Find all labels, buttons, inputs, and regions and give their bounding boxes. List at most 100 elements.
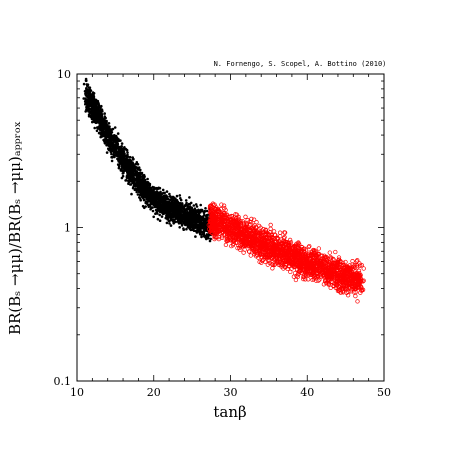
data-point bbox=[155, 193, 159, 196]
data-point bbox=[91, 109, 94, 113]
data-point bbox=[349, 281, 354, 286]
data-point bbox=[174, 217, 178, 220]
data-point bbox=[291, 253, 296, 258]
data-point bbox=[218, 231, 223, 236]
data-point bbox=[271, 247, 276, 252]
data-point bbox=[138, 176, 141, 179]
data-point bbox=[200, 233, 203, 236]
data-point bbox=[140, 192, 143, 195]
data-point bbox=[292, 260, 298, 265]
data-point bbox=[211, 217, 216, 222]
data-point bbox=[338, 287, 343, 292]
data-point bbox=[154, 187, 157, 190]
data-point bbox=[147, 198, 151, 202]
data-point bbox=[91, 117, 95, 120]
data-point bbox=[185, 203, 189, 207]
data-point bbox=[87, 113, 91, 117]
data-point bbox=[171, 215, 175, 218]
data-point bbox=[259, 241, 264, 247]
data-point bbox=[134, 179, 137, 182]
data-point bbox=[127, 168, 131, 172]
data-point bbox=[162, 212, 165, 215]
data-point bbox=[274, 244, 279, 249]
data-point bbox=[218, 222, 223, 227]
data-point bbox=[332, 281, 337, 286]
data-point bbox=[347, 282, 352, 287]
data-point bbox=[282, 248, 287, 253]
data-point bbox=[117, 138, 120, 141]
data-point bbox=[210, 208, 215, 213]
data-point bbox=[296, 255, 301, 260]
data-point bbox=[151, 209, 155, 213]
data-point bbox=[185, 222, 188, 226]
data-point bbox=[174, 220, 177, 224]
data-point bbox=[129, 164, 133, 167]
data-point bbox=[272, 249, 277, 254]
data-point bbox=[215, 224, 220, 230]
data-point bbox=[205, 213, 209, 217]
data-point bbox=[111, 141, 114, 145]
data-point bbox=[134, 168, 137, 172]
y-axis-title: BR(Bₛ →μμ)/BR(Bₛ →μμ)ₐₚₚᵣₒₓ bbox=[6, 121, 24, 335]
data-point bbox=[316, 278, 321, 283]
data-point bbox=[172, 219, 175, 223]
data-point bbox=[254, 230, 260, 235]
data-point bbox=[277, 255, 282, 261]
data-point bbox=[143, 182, 146, 185]
data-point bbox=[258, 252, 263, 257]
data-point bbox=[250, 245, 256, 251]
data-point bbox=[199, 230, 203, 234]
data-point bbox=[182, 227, 185, 230]
data-point bbox=[87, 100, 90, 103]
data-point bbox=[306, 244, 311, 250]
data-point bbox=[87, 97, 90, 101]
data-point bbox=[187, 216, 191, 220]
data-point bbox=[303, 264, 308, 269]
data-point bbox=[192, 204, 196, 207]
data-point bbox=[134, 165, 137, 169]
data-point bbox=[222, 206, 227, 211]
data-point bbox=[184, 218, 187, 222]
x-tick-label: 10 bbox=[70, 386, 84, 399]
data-point bbox=[207, 236, 210, 240]
data-point bbox=[187, 202, 191, 206]
data-point bbox=[312, 274, 318, 279]
data-point bbox=[153, 205, 157, 208]
data-point bbox=[243, 214, 248, 219]
data-point bbox=[180, 209, 183, 213]
data-point bbox=[339, 280, 345, 285]
data-point bbox=[260, 230, 266, 235]
data-point bbox=[114, 140, 118, 144]
data-point bbox=[120, 162, 123, 165]
data-point bbox=[360, 287, 366, 292]
data-point bbox=[165, 195, 169, 199]
data-point bbox=[208, 228, 213, 233]
data-point bbox=[109, 132, 112, 135]
series-1 bbox=[82, 77, 216, 243]
data-point bbox=[227, 230, 232, 235]
data-point bbox=[91, 91, 95, 94]
data-point bbox=[214, 227, 219, 232]
data-point bbox=[277, 259, 283, 265]
data-point bbox=[136, 186, 140, 190]
data-point bbox=[119, 169, 123, 172]
data-point bbox=[156, 217, 160, 221]
data-point bbox=[313, 252, 318, 257]
data-point bbox=[251, 235, 256, 241]
data-point bbox=[323, 280, 329, 286]
data-point bbox=[194, 203, 198, 206]
data-point bbox=[203, 209, 207, 213]
data-point bbox=[260, 237, 265, 242]
data-point bbox=[263, 255, 268, 260]
data-point bbox=[180, 224, 184, 227]
x-tick-label: 50 bbox=[377, 386, 391, 399]
data-point bbox=[139, 180, 143, 184]
data-point bbox=[117, 163, 121, 167]
data-point bbox=[128, 180, 131, 183]
data-point bbox=[149, 207, 152, 211]
data-point bbox=[122, 167, 126, 170]
data-point bbox=[263, 250, 268, 255]
data-point bbox=[103, 134, 107, 138]
data-point bbox=[151, 206, 154, 209]
data-point bbox=[156, 187, 159, 191]
